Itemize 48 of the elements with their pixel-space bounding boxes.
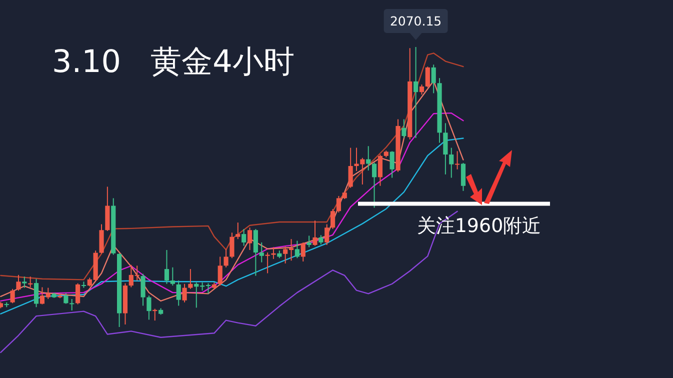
candlestick	[390, 150, 394, 178]
candlestick	[99, 224, 104, 254]
candlestick	[366, 146, 371, 171]
candlestick	[22, 276, 27, 288]
candlestick	[253, 228, 258, 276]
candlestick	[75, 282, 80, 305]
candlestick	[247, 227, 252, 250]
candlestick	[460, 162, 466, 192]
candlestick	[176, 280, 181, 306]
candlestick	[140, 273, 146, 306]
candlestick	[455, 150, 460, 170]
candlestick	[312, 220, 318, 246]
candlestick	[300, 242, 306, 262]
candlestick	[230, 232, 234, 259]
candlestick	[64, 292, 68, 304]
candlestick	[425, 66, 430, 88]
candlestick	[378, 154, 383, 186]
candlestick	[443, 122, 448, 175]
candlestick	[419, 84, 424, 96]
candlestick	[236, 222, 240, 240]
candlestick	[146, 295, 152, 320]
candlestick	[372, 162, 377, 208]
candlestick	[182, 283, 187, 303]
candlestick	[218, 256, 222, 286]
candlestick	[16, 274, 21, 292]
candlestick	[294, 240, 300, 259]
candlestick	[431, 64, 436, 94]
candlestick	[336, 195, 342, 213]
candlestick	[242, 228, 246, 246]
chart-title: 3.10 黄金4小时	[52, 44, 294, 80]
candlestick	[164, 250, 170, 284]
candlestick	[318, 234, 324, 245]
candlestick	[259, 242, 264, 263]
annotation: 2070.15	[390, 14, 442, 28]
candlestick	[330, 208, 336, 230]
candlestick	[170, 266, 175, 286]
candlestick	[34, 278, 39, 308]
candlestick	[414, 46, 418, 138]
candlestick	[449, 147, 454, 178]
candlestick	[188, 268, 193, 290]
candlestick	[271, 246, 276, 260]
candlestick	[348, 147, 353, 188]
candlestick	[10, 288, 15, 304]
candlestick	[70, 298, 74, 311]
candlestick	[402, 118, 406, 138]
candlestick	[224, 248, 228, 268]
candlestick	[324, 224, 330, 246]
candlestick	[306, 235, 312, 248]
